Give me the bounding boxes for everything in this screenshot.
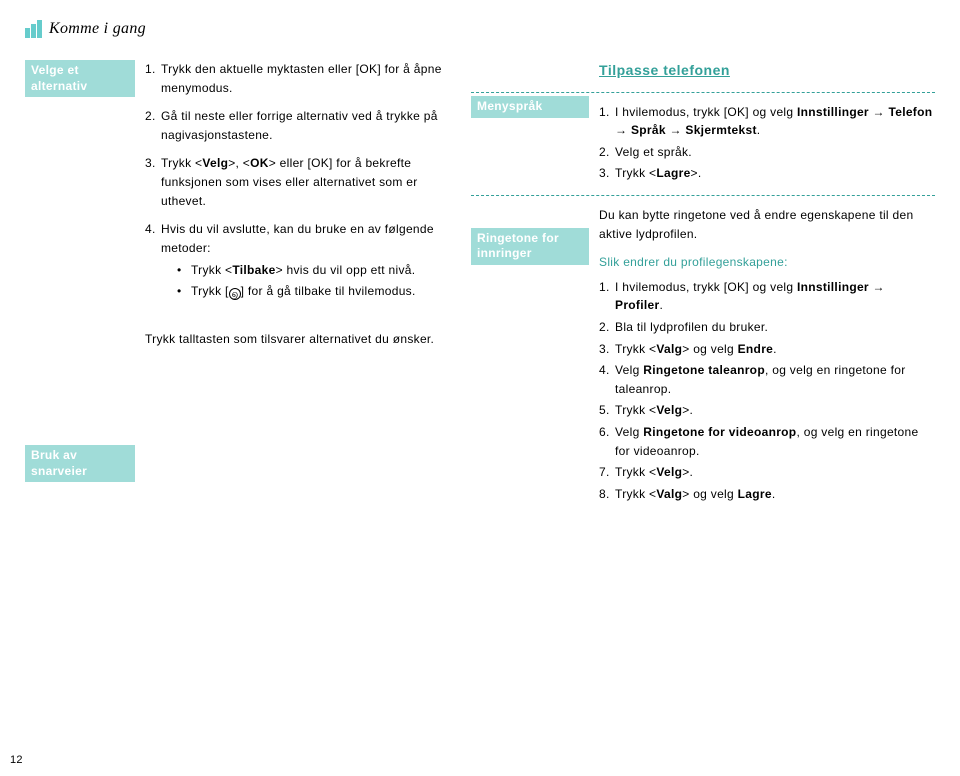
header-bars-icon xyxy=(25,20,43,38)
label-ringtone: Ringetone for innringer xyxy=(471,228,589,265)
left-column: Velge et alternativ Bruk av snarveier 1.… xyxy=(25,60,459,506)
ringtone-steps: 1. I hvilemodus, trykk [OK] og velg Inns… xyxy=(599,278,935,504)
select-option-steps: 1.Trykk den aktuelle myktasten eller [OK… xyxy=(145,60,459,301)
end-call-icon: ൭ xyxy=(229,288,241,300)
right-labels: Menyspråk Ringetone for innringer xyxy=(471,60,589,506)
divider-1 xyxy=(471,92,935,93)
page-number: 12 xyxy=(10,754,23,766)
left-labels: Velge et alternativ Bruk av snarveier xyxy=(25,60,135,506)
shortcut-text: Trykk talltasten som tilsvarer alternati… xyxy=(145,330,459,349)
right-text: Tilpasse telefonen 1. I hvilemodus, tryk… xyxy=(599,60,935,506)
page-header: Komme i gang xyxy=(25,20,935,38)
content-columns: Velge et alternativ Bruk av snarveier 1.… xyxy=(25,60,935,506)
label-select-option: Velge et alternativ xyxy=(25,60,135,97)
label-menu-language: Menyspråk xyxy=(471,96,589,118)
ringtone-intro: Du kan bytte ringetone ved å endre egens… xyxy=(599,206,935,243)
right-column: Menyspråk Ringetone for innringer Tilpas… xyxy=(471,60,935,506)
label-shortcuts: Bruk av snarveier xyxy=(25,445,135,482)
section-title: Tilpasse telefonen xyxy=(599,60,935,82)
left-text: 1.Trykk den aktuelle myktasten eller [OK… xyxy=(145,60,459,506)
divider-2 xyxy=(471,195,935,196)
language-steps: 1. I hvilemodus, trykk [OK] og velg Inns… xyxy=(599,103,935,183)
header-title: Komme i gang xyxy=(49,20,146,38)
ringtone-sub: Slik endrer du profilegenskapene: xyxy=(599,253,935,272)
